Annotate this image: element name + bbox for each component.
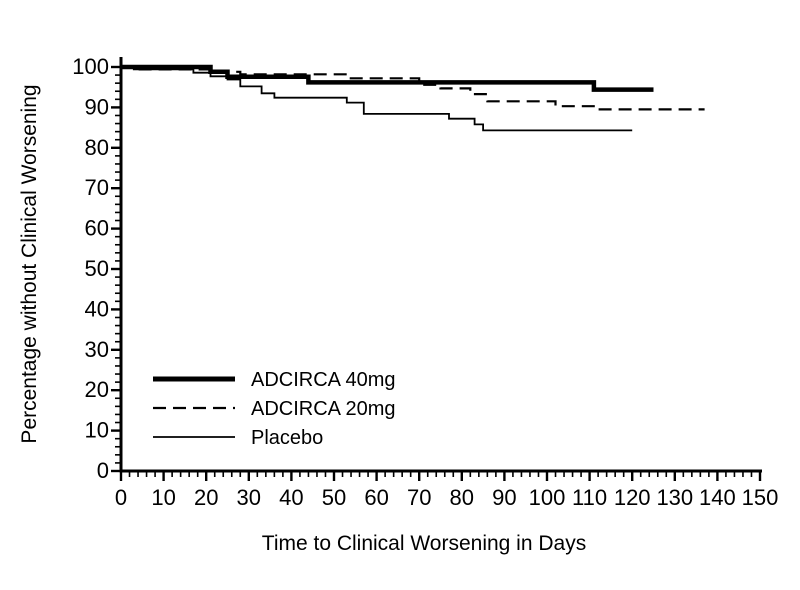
- x-tick-label: 110: [572, 485, 607, 510]
- x-tick-label: 100: [529, 485, 566, 510]
- legend: ADCIRCA 40mg ADCIRCA 20mg Placebo: [153, 369, 396, 449]
- y-tick-label: 100: [72, 54, 109, 79]
- x-tick-label: 80: [450, 485, 474, 510]
- legend-label-adcirca-20mg: ADCIRCA 20mg: [251, 398, 396, 420]
- y-tick-label: 20: [85, 377, 109, 402]
- y-tick-label: 10: [85, 418, 109, 443]
- x-tick-label: 40: [279, 485, 303, 510]
- x-tick-label: 130: [656, 485, 693, 510]
- x-tick-label: 20: [194, 485, 218, 510]
- y-axis-title: Percentage without Clinical Worsening: [18, 84, 41, 443]
- curve-placebo: [121, 66, 633, 132]
- x-tick-label: 140: [699, 485, 736, 510]
- y-tick-label: 80: [85, 135, 109, 160]
- x-tick-label: 0: [115, 485, 127, 510]
- x-tick-label: 30: [237, 485, 261, 510]
- y-tick-label: 30: [85, 337, 109, 362]
- series-curves: [121, 64, 705, 132]
- curve-adcirca-20mg: [121, 65, 705, 111]
- x-tick-label: 70: [407, 485, 431, 510]
- x-tick-label: 50: [322, 485, 346, 510]
- x-tick-label: 10: [151, 485, 175, 510]
- axis-frame: [119, 57, 762, 473]
- x-axis-title: Time to Clinical Worsening in Days: [262, 532, 586, 555]
- tick-labels: 0 10 20 30 40 50 60 70 80 90 100 110 120 130 140 150010…: [72, 54, 778, 510]
- y-tick-label: 60: [85, 216, 109, 241]
- x-tick-label: 60: [364, 485, 388, 510]
- y-tick-label: 50: [85, 256, 109, 281]
- y-tick-label: 0: [97, 458, 109, 483]
- x-tick-label: 150: [742, 485, 779, 510]
- x-tick-label: 120: [614, 485, 651, 510]
- x-tick-label: 90: [492, 485, 516, 510]
- y-tick-label: 90: [85, 94, 109, 119]
- y-tick-label: 70: [85, 175, 109, 200]
- axes: [111, 57, 762, 481]
- legend-label-adcirca-40mg: ADCIRCA 40mg: [251, 369, 396, 391]
- y-tick-label: 40: [85, 296, 109, 321]
- legend-label-placebo: Placebo: [251, 427, 323, 449]
